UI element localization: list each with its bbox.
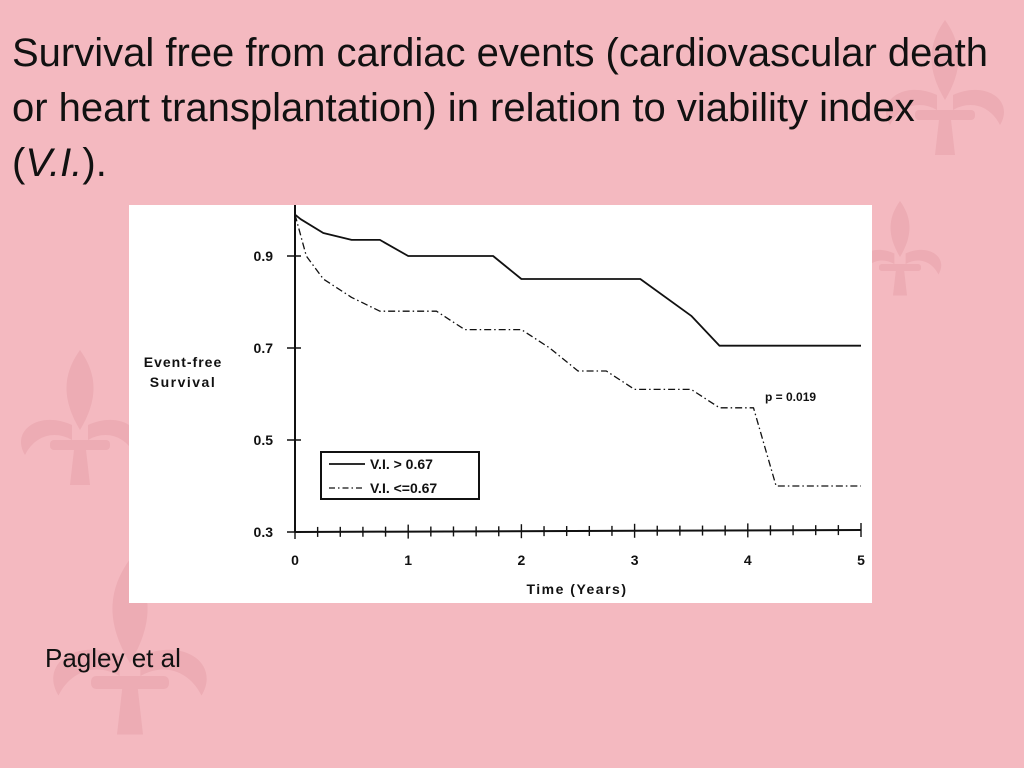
title-text-end: ). [82,141,107,185]
y-axis-label-line2: Survival [150,374,216,390]
chart-panel: 0.3 0.5 0.7 0.9 0 1 2 3 4 5 V.I. > 0.67 V.I. <=0.… [129,205,872,603]
title-text: Survival free from cardiac events (cardi… [12,31,988,185]
y-tick-label: 0.9 [254,248,274,264]
fleur-de-lis-icon [886,20,1004,155]
fleur-de-lis-icon [858,201,942,296]
legend-label-vi-low: V.I. <=0.67 [370,480,437,496]
survival-chart: 0.3 0.5 0.7 0.9 0 1 2 3 4 5 V.I. > 0.67 V.I. <=0.… [144,205,865,597]
title-italic-vi: V.I. [25,141,83,185]
fleur-de-lis-icon [21,350,139,485]
legend-box [320,451,480,500]
legend-label-vi-high: V.I. > 0.67 [370,456,433,472]
legend: V.I. > 0.67 V.I. <=0.67 [320,451,480,500]
y-axis-label-line1: Event-free [144,354,222,370]
y-tick-label: 0.3 [254,524,274,540]
x-axis-line [294,529,862,533]
series-line-vi-high [294,213,861,347]
y-tick-label: 0.5 [254,432,274,448]
slide-title: Survival free from cardiac events (cardi… [12,26,1012,191]
x-tick-label: 2 [518,552,526,568]
series-line-vi-low [294,214,861,487]
x-tick-label: 1 [404,552,412,568]
citation: Pagley et al [45,643,181,673]
x-tick-label: 4 [744,552,752,568]
y-tick-label: 0.7 [254,340,274,356]
x-tick-label: 0 [291,552,299,568]
p-value-annotation: p = 0.019 [765,390,816,404]
x-tick-label: 5 [857,552,865,568]
x-axis-label: Time (Years) [526,581,627,597]
x-tick-label: 3 [631,552,639,568]
